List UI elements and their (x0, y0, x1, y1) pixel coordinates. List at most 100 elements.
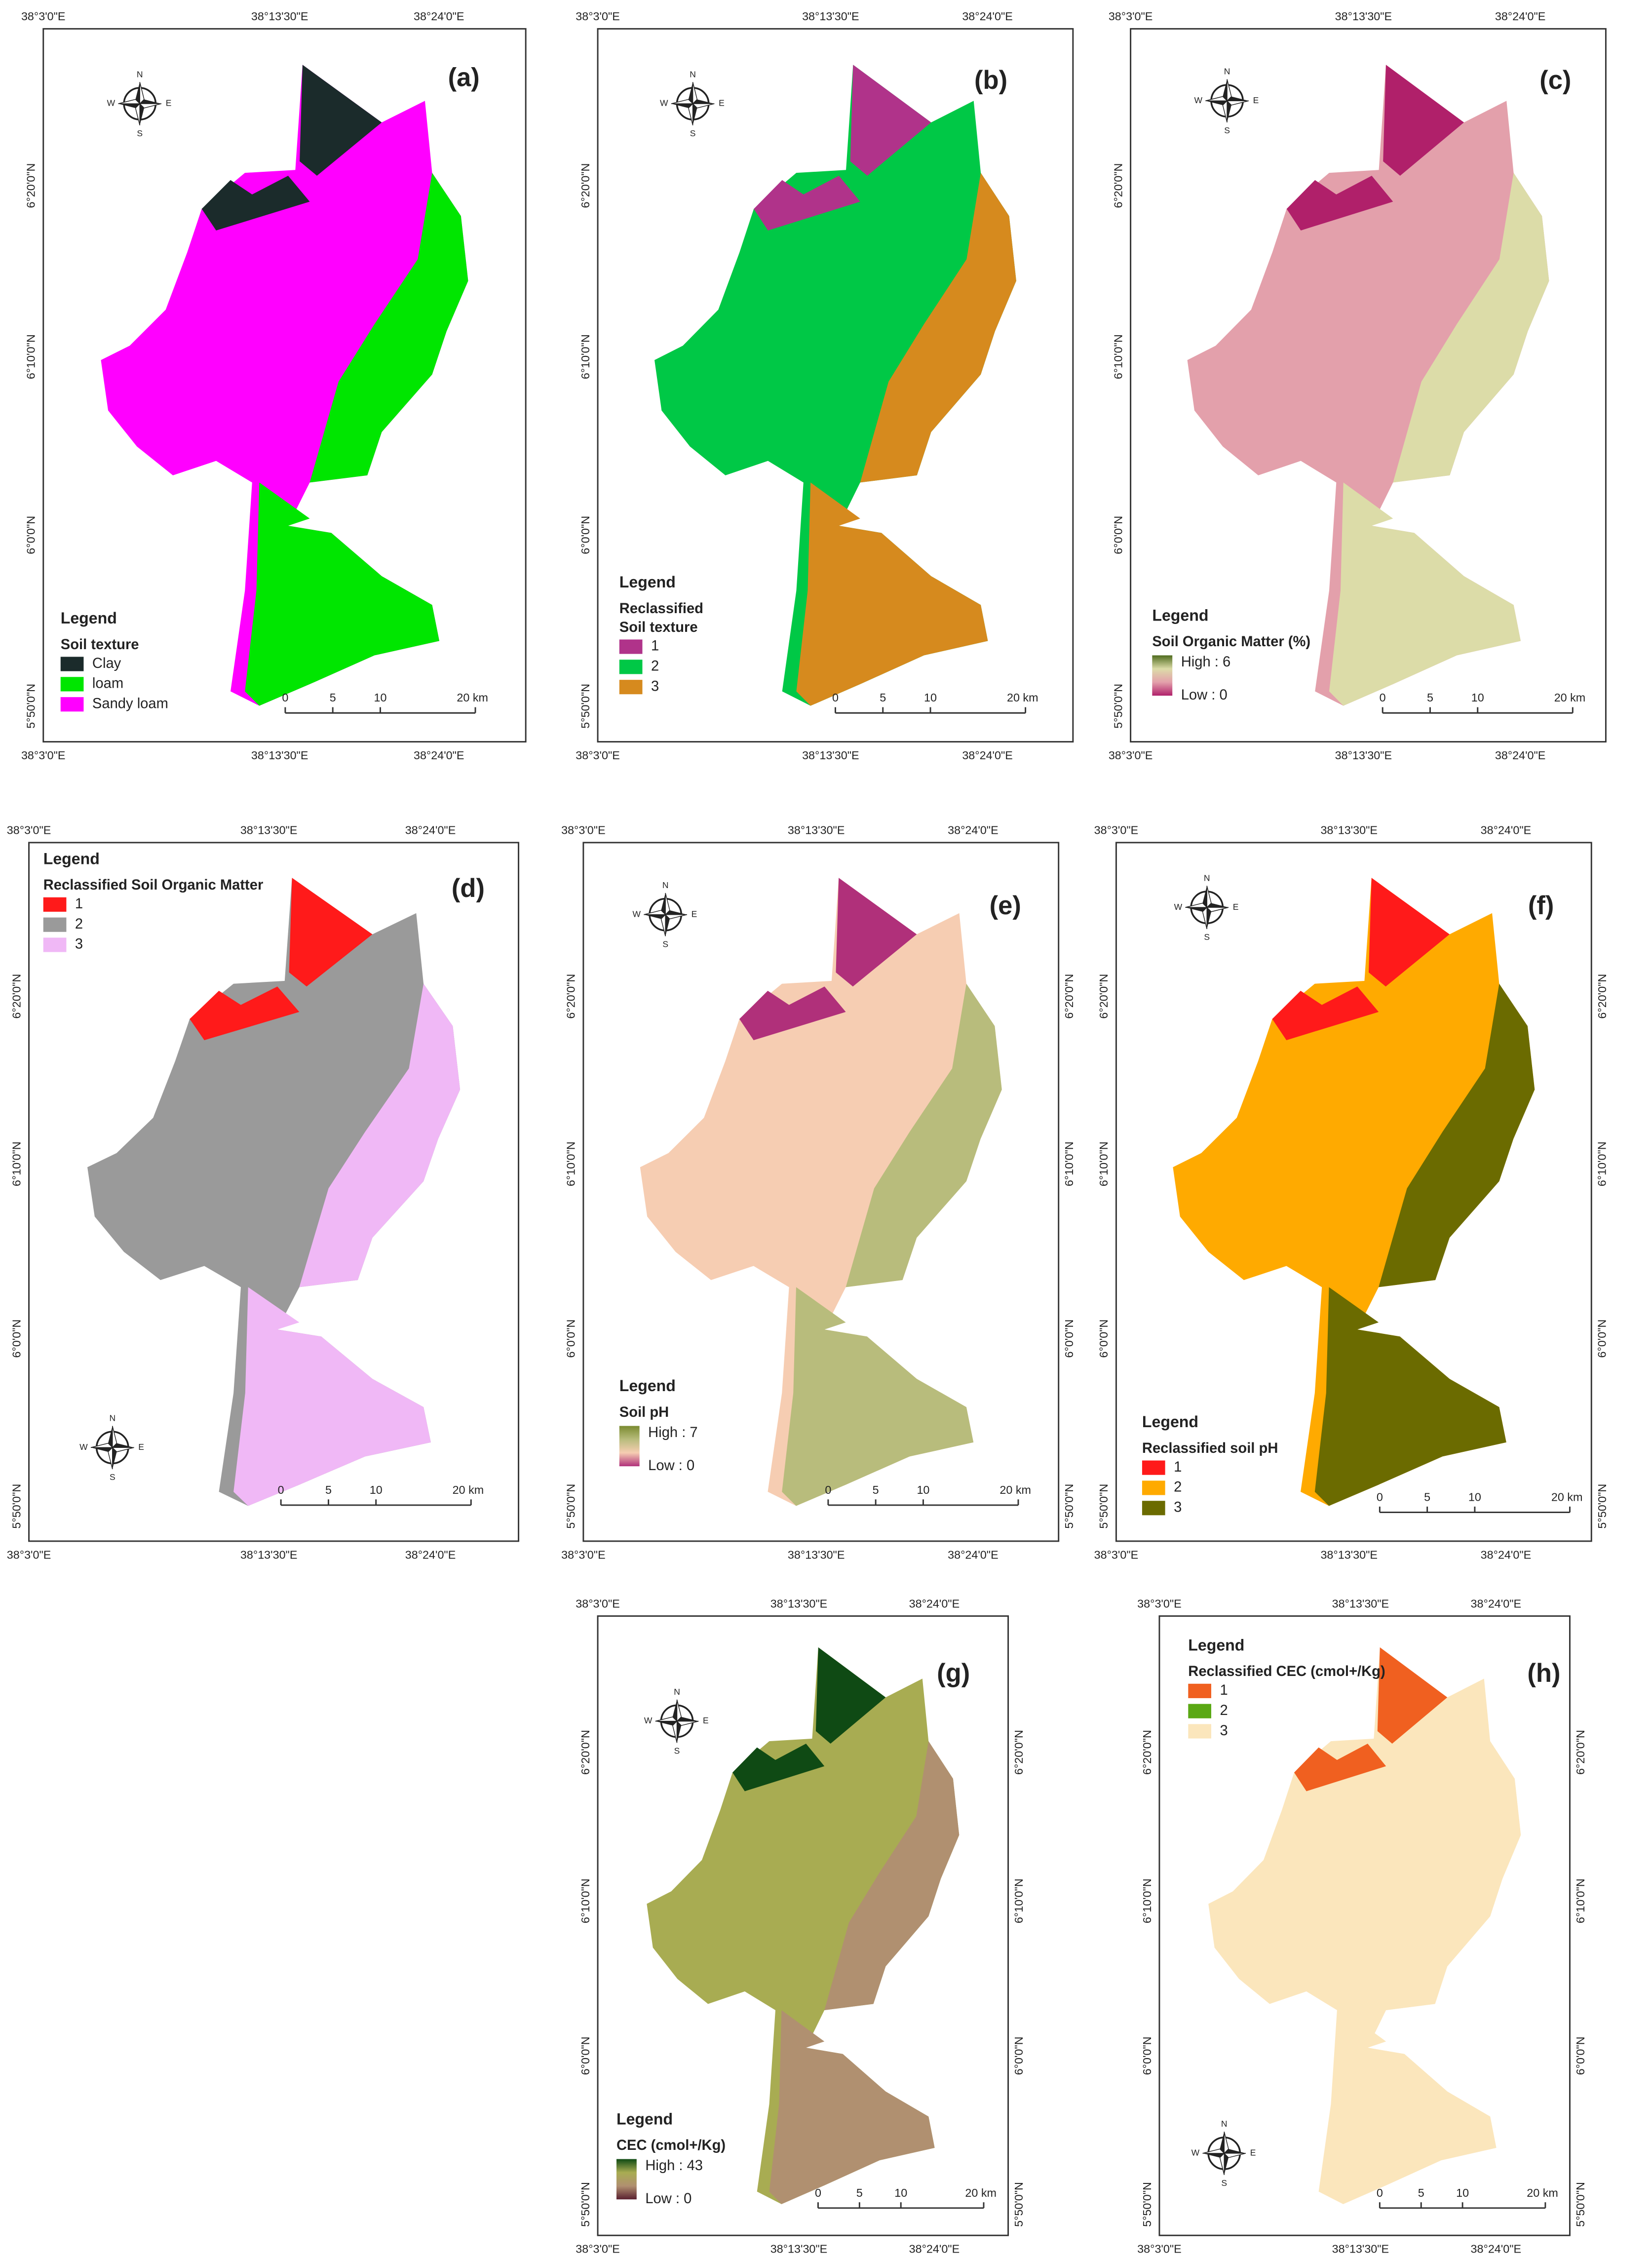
lon-label-top: 38°13'30"E (1335, 10, 1392, 23)
legend-swatch (43, 917, 67, 932)
region-southeast (1329, 482, 1521, 706)
lat-label-right: 6°20'0"N (1574, 1730, 1587, 1775)
study-area (647, 1647, 960, 2204)
lat-label-right: 6°0'0"N (1012, 2036, 1025, 2075)
lon-label-bottom: 38°24'0"E (1481, 1548, 1532, 1561)
lat-label-right: 5°50'0"N (1574, 2182, 1587, 2227)
scale-label: 10 (924, 691, 937, 704)
study-area (87, 878, 461, 1506)
compass-star-light (1202, 2131, 1246, 2175)
lon-label-top: 38°13'30"E (240, 824, 297, 837)
lat-label-right: 5°50'0"N (1063, 1484, 1076, 1529)
legend-heading: Legend (43, 850, 100, 867)
compass-w: W (660, 98, 668, 108)
region-east (824, 1741, 960, 2011)
panel-label: (h) (1527, 1659, 1560, 1688)
legend-label: 3 (75, 936, 83, 952)
legend-swatch (43, 937, 67, 952)
region-main (654, 65, 1016, 706)
lat-label-left: 5°50'0"N (579, 2182, 592, 2227)
legend-high: High : 7 (648, 1425, 697, 1440)
region-east (1393, 173, 1549, 483)
scale-label: 10 (1456, 2186, 1469, 2199)
lat-label-left: 5°50'0"N (1112, 684, 1124, 729)
region-north (1369, 878, 1450, 987)
compass-w: W (1191, 2148, 1200, 2158)
legend-title: Soil pH (619, 1404, 669, 1420)
legend-heading: Legend (1142, 1413, 1198, 1431)
scale-label: 0 (825, 1483, 831, 1496)
legend-swatch (1142, 1501, 1165, 1516)
legend-high: High : 6 (1181, 654, 1230, 670)
legend-label: Clay (92, 656, 121, 671)
scale-label: 0 (1377, 1491, 1383, 1504)
region-east (309, 173, 468, 483)
panel-label: (e) (990, 891, 1021, 920)
region-northwest (1294, 1744, 1386, 1791)
compass-e: E (166, 98, 172, 108)
legend-title: Soil texture (619, 620, 698, 635)
lat-label-left: 6°10'0"N (1097, 1141, 1110, 1186)
study-area (640, 878, 1002, 1506)
legend-swatch (1142, 1480, 1165, 1495)
lon-label-top: 38°24'0"E (948, 824, 999, 837)
scale-label: 20 km (453, 1483, 484, 1496)
map-panel: 38°3'0"E 38°3'0"E 38°13'30"E 38°13'30"E 38°2… (576, 1597, 1025, 2255)
scale-label: 20 km (457, 691, 488, 704)
lon-label-bottom: 38°13'30"E (1332, 2243, 1389, 2256)
region-northwest (732, 1744, 825, 1791)
scale-label: 5 (330, 691, 336, 704)
lon-label-bottom: 38°24'0"E (1495, 749, 1546, 762)
lat-label-left: 5°50'0"N (1097, 1484, 1110, 1529)
scale-label: 0 (278, 1483, 284, 1496)
legend-swatch (1188, 1683, 1211, 1698)
lon-label-top: 38°3'0"E (576, 10, 620, 23)
lat-label-right: 5°50'0"N (1596, 1484, 1609, 1529)
legend-swatch (60, 657, 84, 671)
legend-label: 1 (651, 638, 659, 654)
scale-label: 0 (1377, 2186, 1383, 2199)
legend-title: Soil Organic Matter (%) (1152, 634, 1310, 650)
compass-star-light (655, 1699, 699, 1743)
region-main (101, 65, 468, 706)
legend-label: 2 (1220, 1703, 1228, 1718)
compass-n: N (690, 69, 696, 79)
lat-label-right: 6°20'0"N (1063, 974, 1076, 1019)
compass-n: N (1224, 67, 1230, 77)
region-north (300, 65, 382, 176)
region-southeast (1331, 2010, 1497, 2204)
region-north (815, 1647, 886, 1744)
lon-label-top: 38°13'30"E (770, 1597, 827, 1610)
legend-label: 1 (1174, 1459, 1182, 1475)
lon-label-top: 38°24'0"E (1495, 10, 1546, 23)
legend-swatch (43, 897, 67, 912)
compass-n: N (674, 1687, 680, 1697)
study-area (1187, 65, 1549, 706)
legend-heading: Legend (61, 609, 117, 627)
compass-e: E (719, 98, 725, 108)
region-southeast (233, 1287, 431, 1506)
compass-e: E (138, 1442, 144, 1452)
lat-label-left: 6°10'0"N (565, 1141, 577, 1186)
legend-label: loam (92, 676, 123, 692)
compass-s: S (1224, 125, 1230, 135)
lat-label-left: 6°20'0"N (10, 974, 23, 1019)
lon-label-bottom: 38°24'0"E (414, 749, 464, 762)
compass-e: E (1253, 95, 1259, 105)
lat-label-left: 6°10'0"N (1112, 334, 1124, 379)
map-panel: 38°3'0"E 38°3'0"E 38°13'30"E 38°13'30"E 38°2… (1137, 1597, 1587, 2255)
region-northwest (1272, 986, 1379, 1041)
map-panel: 38°3'0"E 38°3'0"E 38°13'30"E 38°13'30"E 38°2… (7, 824, 520, 1561)
lat-label-left: 6°0'0"N (1141, 2036, 1153, 2075)
legend-title: Reclassified CEC (cmol+/Kg) (1188, 1664, 1385, 1679)
legend-heading: Legend (619, 1377, 676, 1395)
scale-label: 10 (1471, 691, 1484, 704)
lon-label-top: 38°3'0"E (576, 1597, 620, 1610)
lat-label-left: 6°20'0"N (25, 163, 38, 208)
lon-label-bottom: 38°24'0"E (909, 2243, 960, 2256)
legend-label: 2 (1174, 1479, 1182, 1495)
compass-n: N (662, 880, 669, 890)
lat-label-left: 6°20'0"N (579, 1730, 592, 1775)
scale-label: 20 km (1007, 691, 1038, 704)
legend-label: 3 (651, 678, 659, 694)
